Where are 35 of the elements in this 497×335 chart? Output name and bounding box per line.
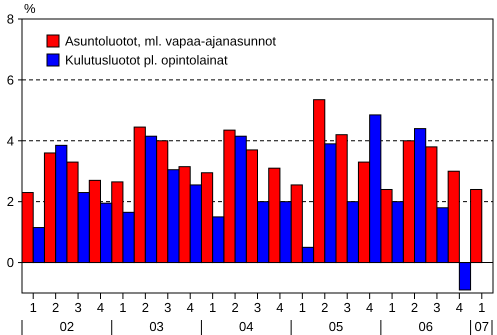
x-tick-label: 1	[478, 300, 486, 315]
y-tick-label: 8	[6, 12, 14, 27]
legend-label: Asuntoluotot, ml. vapaa-ajanasunnot	[65, 34, 276, 49]
x-tick-label: 1	[298, 300, 306, 315]
x-tick-label: 3	[433, 300, 441, 315]
x-tick-label: 4	[366, 300, 374, 315]
y-tick-label: 0	[6, 255, 14, 270]
y-tick-label: 6	[6, 72, 14, 88]
x-tick-label: 4	[276, 300, 284, 315]
x-tick-label: 2	[410, 300, 418, 315]
x-tick-label: 3	[164, 300, 172, 315]
x-tick-label: 4	[96, 300, 104, 315]
y-axis-title: %	[24, 1, 36, 16]
text: 07	[474, 319, 490, 334]
text: 06	[418, 319, 433, 334]
x-tick-label: 2	[321, 300, 328, 315]
x-tick-label: 4	[186, 300, 194, 315]
x-tick-label: 1	[119, 300, 127, 315]
y-tick-label: 4	[6, 133, 14, 148]
text: 02	[60, 319, 74, 334]
x-tick-label: 3	[74, 300, 82, 315]
y-tick-label: 2	[6, 194, 14, 210]
x-tick-label: 1	[209, 300, 216, 315]
x-tick-label: 2	[231, 300, 239, 315]
text: 03	[149, 319, 164, 334]
text: 05	[328, 319, 344, 334]
x-tick-label: 1	[30, 300, 37, 315]
x-tick-label: 4	[456, 300, 463, 315]
x-tick-label: 2	[142, 300, 149, 315]
x-tick-label: 3	[344, 300, 351, 315]
legend-label: Kulutusluotot pl. opintolainat	[65, 52, 228, 68]
x-tick-label: 1	[388, 300, 396, 315]
text: 04	[239, 319, 254, 334]
x-tick-label: 2	[52, 300, 60, 315]
x-tick-label: 3	[254, 300, 262, 315]
